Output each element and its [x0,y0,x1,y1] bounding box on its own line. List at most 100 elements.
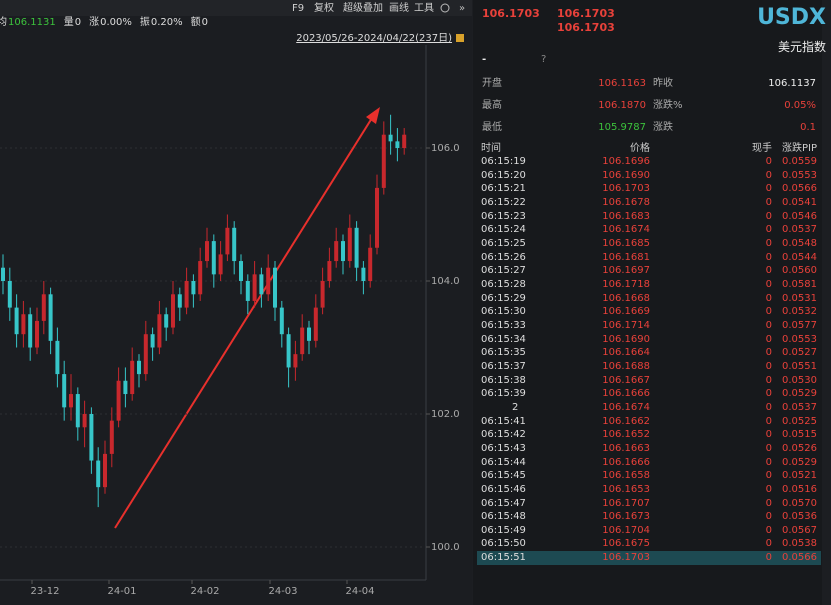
tick-volume: 0 [765,552,772,564]
info-label: 涨跌% [653,100,683,111]
table-header: 涨跌PIP [781,143,817,154]
tick-volume: 0 [765,265,772,277]
tick-volume: 0 [765,319,772,331]
candle-body [334,241,339,262]
tick-time: 06:15:51 [481,552,526,564]
tick-price: 106.1685 [602,237,650,249]
candle-body [150,334,155,348]
table-header: 时间 [481,143,501,154]
arrow-head [366,107,380,124]
tick-price: 106.1703 [602,552,650,564]
lock-icon[interactable] [456,34,464,42]
tick-price: 106.1664 [602,347,650,359]
tick-pip: 0.0546 [782,210,817,222]
candle-body [184,281,189,308]
tick-pip: 0.0551 [782,360,817,372]
tick-volume: 0 [765,374,772,386]
info-value: 106.1163 [598,78,646,89]
symbol: USDX [757,5,826,30]
toolbar-button[interactable]: 工具 [414,2,434,14]
tick-volume: 0 [765,237,772,249]
tick-time: 06:15:43 [481,442,526,454]
candle-body [395,141,400,148]
tick-volume: 0 [765,483,772,495]
candle-body [116,380,121,421]
info-label: 涨跌 [653,122,673,133]
tick-price: 106.1690 [602,169,650,181]
bid-price: 106.1703 [557,7,615,20]
x-tick-label: 24-03 [268,586,297,597]
candle-body [109,420,114,454]
dash: - [482,54,487,65]
tick-pip: 0.0577 [782,319,817,331]
candle-body [341,241,345,262]
tick-volume: 0 [765,497,772,509]
tick-price: 106.1681 [602,251,650,263]
candle-body [164,314,169,328]
tick-time: 06:15:27 [481,265,526,277]
table-header: 现手 [752,143,772,154]
candle-body [41,294,46,321]
quote-panel [473,0,822,605]
candle-body [35,320,39,348]
candle-body [55,340,60,375]
tick-volume: 0 [765,442,772,454]
tick-pip: 0.0532 [782,306,817,318]
candle-body [232,227,237,262]
info-value: 105.9787 [598,122,646,133]
x-tick-label: 24-01 [107,586,136,597]
candle-body [137,360,141,375]
tick-time: 06:15:29 [481,292,526,304]
candle-body [191,281,196,295]
tick-price: 106.1714 [602,319,650,331]
toolbar-button[interactable]: 超级叠加 [343,1,383,14]
tick-pip: 0.0581 [782,278,817,290]
tick-time: 06:15:47 [481,497,526,509]
tick-price: 106.1707 [602,497,650,509]
more-icon[interactable]: » [459,3,465,14]
tick-volume: 0 [765,292,772,304]
toolbar-button[interactable]: 复权 [314,1,334,14]
stat-label: 涨 [89,16,99,28]
tick-pip: 0.0566 [782,552,817,564]
tick-pip: 0.0536 [782,511,817,523]
tick-time: 06:15:19 [481,156,526,167]
tick-price: 106.1652 [602,429,650,441]
candle-body [171,294,175,328]
settings-icon[interactable] [440,3,450,13]
candle-body [48,294,53,341]
candle-body [28,314,33,348]
tick-time: 06:15:20 [481,169,526,181]
tick-price: 106.1688 [602,360,650,372]
tick-pip: 0.0529 [782,456,817,468]
candle-body [300,327,305,355]
candle-body [75,394,80,428]
tick-time: 06:15:34 [481,333,526,345]
tick-price: 106.1662 [602,415,650,427]
toolbar-button[interactable]: 画线 [389,1,409,14]
candle-body [279,307,284,335]
tick-pip: 0.0521 [782,470,817,482]
tick-volume: 0 [765,224,772,236]
candle-body [21,314,26,335]
candle-body [1,267,5,281]
tick-pip: 0.0560 [782,265,817,277]
candle-body [218,254,223,275]
tick-price: 106.1653 [602,483,650,495]
tick-pip: 0.0553 [782,333,817,345]
tick-volume: 0 [765,169,772,181]
candle-body [198,261,203,295]
tick-pip: 0.0537 [782,224,817,236]
toolbar-button[interactable]: F9 [292,3,304,14]
tick-pip: 0.0559 [782,156,817,167]
date-range: 2023/05/26-2024/04/22(237日) [296,33,452,44]
tick-time: 06:15:28 [481,278,526,290]
stat-value: 106.1131 [8,17,56,28]
candle-body [368,247,373,281]
tick-price: 106.1678 [602,196,650,208]
info-value: 0.05% [784,100,816,111]
info-value: 106.1137 [768,78,816,89]
tick-volume: 0 [765,538,772,550]
candle-body [402,134,407,148]
